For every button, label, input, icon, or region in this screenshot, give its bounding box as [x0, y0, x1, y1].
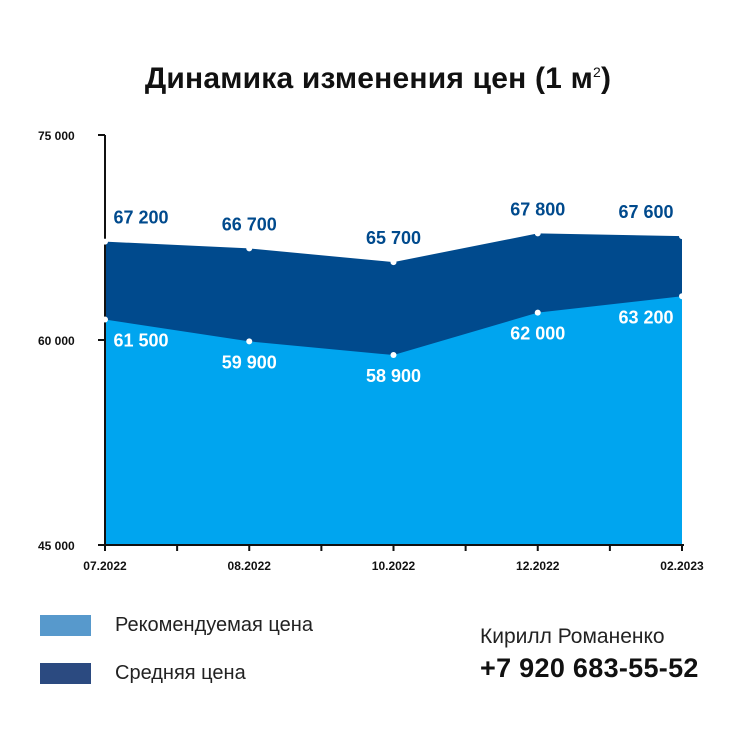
- chart-title-superscript: 2: [592, 64, 601, 80]
- legend-swatch-average: [40, 662, 91, 684]
- point-average: [102, 238, 108, 245]
- point-recommended: [390, 352, 397, 359]
- point-recommended: [102, 316, 108, 323]
- legend-item-average: Средняя цена: [40, 660, 313, 686]
- point-recommended: [246, 338, 253, 345]
- data-label-recommended: 59 900: [222, 352, 277, 372]
- data-label-recommended: 62 000: [510, 324, 565, 344]
- data-label-average: 66 700: [222, 214, 277, 234]
- y-tick-label: 75 000: [38, 129, 75, 143]
- data-label-recommended: 61 500: [113, 331, 168, 351]
- chart-title-text: Динамика изменения цен (1 м: [144, 62, 593, 95]
- legend-swatch-recommended: [40, 614, 91, 636]
- point-average: [246, 245, 253, 252]
- y-tick-label: 60 000: [38, 334, 75, 348]
- x-tick-label: 07.2022: [83, 559, 127, 573]
- data-label-recommended: 58 900: [366, 366, 421, 386]
- x-tick-label: 10.2022: [372, 559, 416, 573]
- legend-item-recommended: Рекомендуемая цена: [40, 612, 313, 638]
- x-tick-label: 02.2023: [660, 559, 704, 573]
- y-tick-label: 45 000: [38, 539, 75, 553]
- point-average: [534, 230, 541, 237]
- point-average: [390, 259, 397, 266]
- data-label-recommended: 63 200: [618, 307, 673, 327]
- legend-label-recommended: Рекомендуемая цена: [115, 613, 313, 636]
- chart-title-close: ): [600, 62, 612, 95]
- point-recommended: [534, 309, 541, 316]
- data-label-average: 67 600: [618, 202, 673, 222]
- x-tick-label: 12.2022: [516, 559, 560, 573]
- x-tick-label: 08.2022: [228, 559, 272, 573]
- contact-block: Кирилл Романенко +7 920 683-55-52: [480, 625, 699, 684]
- point-average: [679, 233, 685, 240]
- legend: Рекомендуемая цена Средняя цена: [40, 612, 313, 708]
- contact-phone[interactable]: +7 920 683-55-52: [480, 653, 699, 683]
- chart-title: Динамика изменения цен (1 м2): [0, 62, 756, 96]
- data-label-average: 67 800: [510, 199, 565, 219]
- contact-name: Кирилл Романенко: [480, 625, 665, 648]
- area-chart: 75 000 60 000 45 000 07.2022 08.2022 10.2022 1…: [38, 129, 704, 573]
- data-label-average: 67 200: [113, 208, 168, 228]
- point-recommended: [679, 293, 685, 300]
- data-label-average: 65 700: [366, 228, 421, 248]
- legend-label-average: Средняя цена: [115, 661, 246, 684]
- area-recommended-price: [105, 296, 682, 545]
